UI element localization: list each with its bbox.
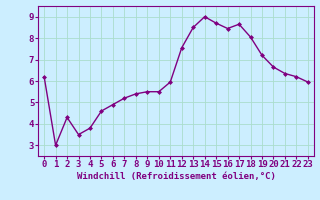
X-axis label: Windchill (Refroidissement éolien,°C): Windchill (Refroidissement éolien,°C) [76,172,276,181]
